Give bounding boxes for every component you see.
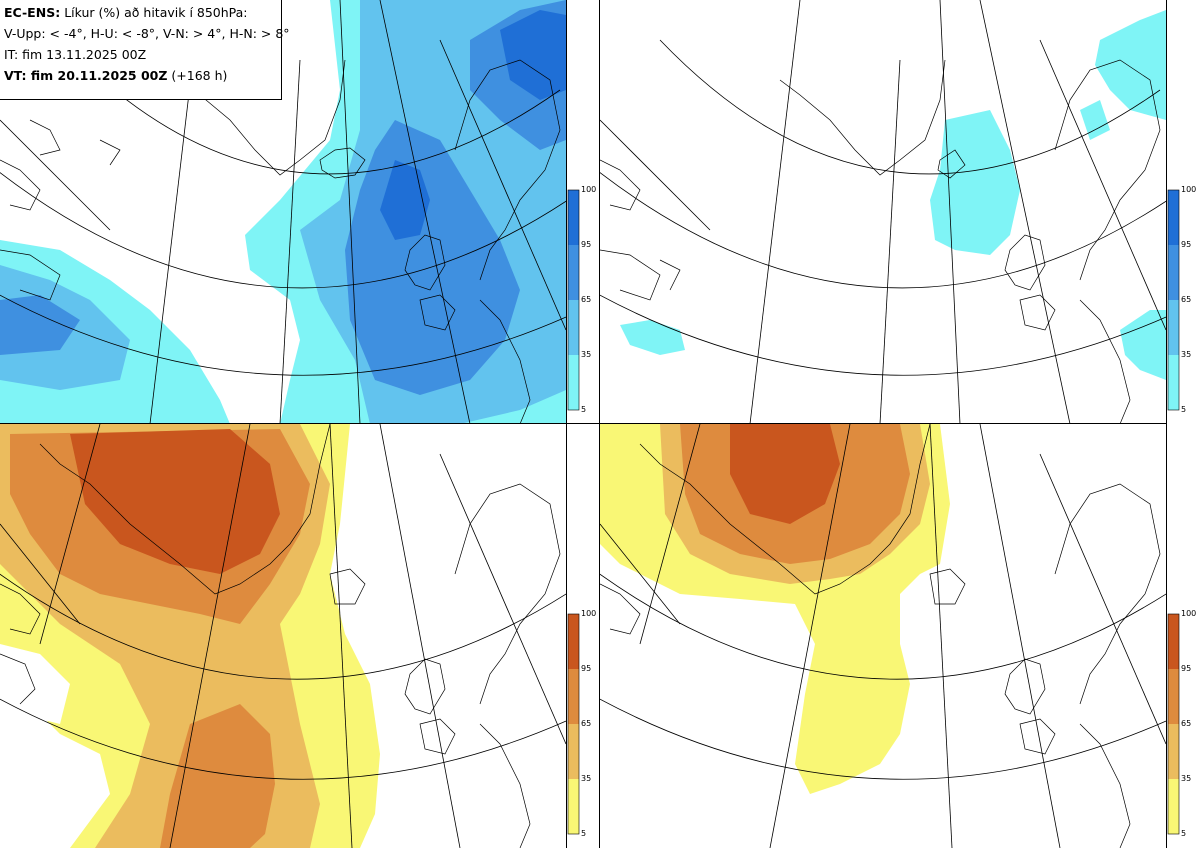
colorbar-tick: 100 (581, 185, 597, 194)
panel-divider (1166, 0, 1167, 848)
colorbar-tick: 65 (1181, 295, 1192, 304)
lead-time-label: (+168 h) (171, 68, 228, 83)
colorbar-tick: 100 (1181, 185, 1197, 194)
colorbar-warm-right: 100 95 65 35 5 (1167, 609, 1199, 842)
colorbar-tick: 5 (1181, 405, 1187, 414)
colorbar-tick: 35 (1181, 774, 1192, 783)
colorbar-warm-left: 100 95 65 35 5 (567, 609, 599, 842)
initial-time-label: IT: fim 13.11.2025 00Z (4, 47, 147, 62)
map-panel-cold-4: EC-ENS: Líkur (%) að hitavik í 850hPa: V… (0, 0, 566, 424)
map-title-box: EC-ENS: Líkur (%) að hitavik í 850hPa: V… (0, 0, 290, 100)
colorbar-tick: 95 (581, 664, 592, 673)
colorbar-tick: 5 (581, 829, 587, 838)
colorbar-cold-right: 100 95 65 35 5 (1167, 185, 1199, 418)
colorbar-tick: 35 (581, 774, 592, 783)
probability-map (600, 424, 1166, 848)
map-panel-warm-4 (0, 424, 566, 848)
valid-time-label: VT: fim 20.11.2025 00Z (4, 68, 168, 83)
colorbar-tick: 95 (1181, 664, 1192, 673)
probability-map (0, 0, 566, 424)
colorbar-tick: 5 (581, 405, 587, 414)
colorbar-swatch (568, 190, 579, 245)
colorbar-tick: 95 (1181, 240, 1192, 249)
colorbar-tick: 65 (581, 295, 592, 304)
panel-divider (566, 0, 567, 848)
probability-map (600, 0, 1166, 424)
map-panel-cold-8 (600, 0, 1166, 424)
colorbar-tick: 35 (581, 350, 592, 359)
probability-map (0, 424, 566, 848)
colorbar-tick: 35 (1181, 350, 1192, 359)
colorbar-tick: 5 (1181, 829, 1187, 838)
colorbar-cold-left: 100 95 65 35 5 (567, 185, 599, 418)
colorbar-tick: 65 (581, 719, 592, 728)
model-label: EC-ENS: (4, 5, 61, 20)
parameter-label: Líkur (%) að hitavik í 850hPa: (64, 5, 248, 20)
colorbar-tick: 100 (1181, 609, 1197, 618)
thresholds-label: V-Upp: < -4°, H-U: < -8°, V-N: > 4°, H-N… (4, 26, 290, 41)
colorbar-tick: 95 (581, 240, 592, 249)
panel-divider (599, 0, 600, 848)
map-panel-warm-8 (600, 424, 1166, 848)
colorbar-tick: 100 (581, 609, 597, 618)
panel-divider (0, 423, 1167, 424)
colorbar-tick: 65 (1181, 719, 1192, 728)
